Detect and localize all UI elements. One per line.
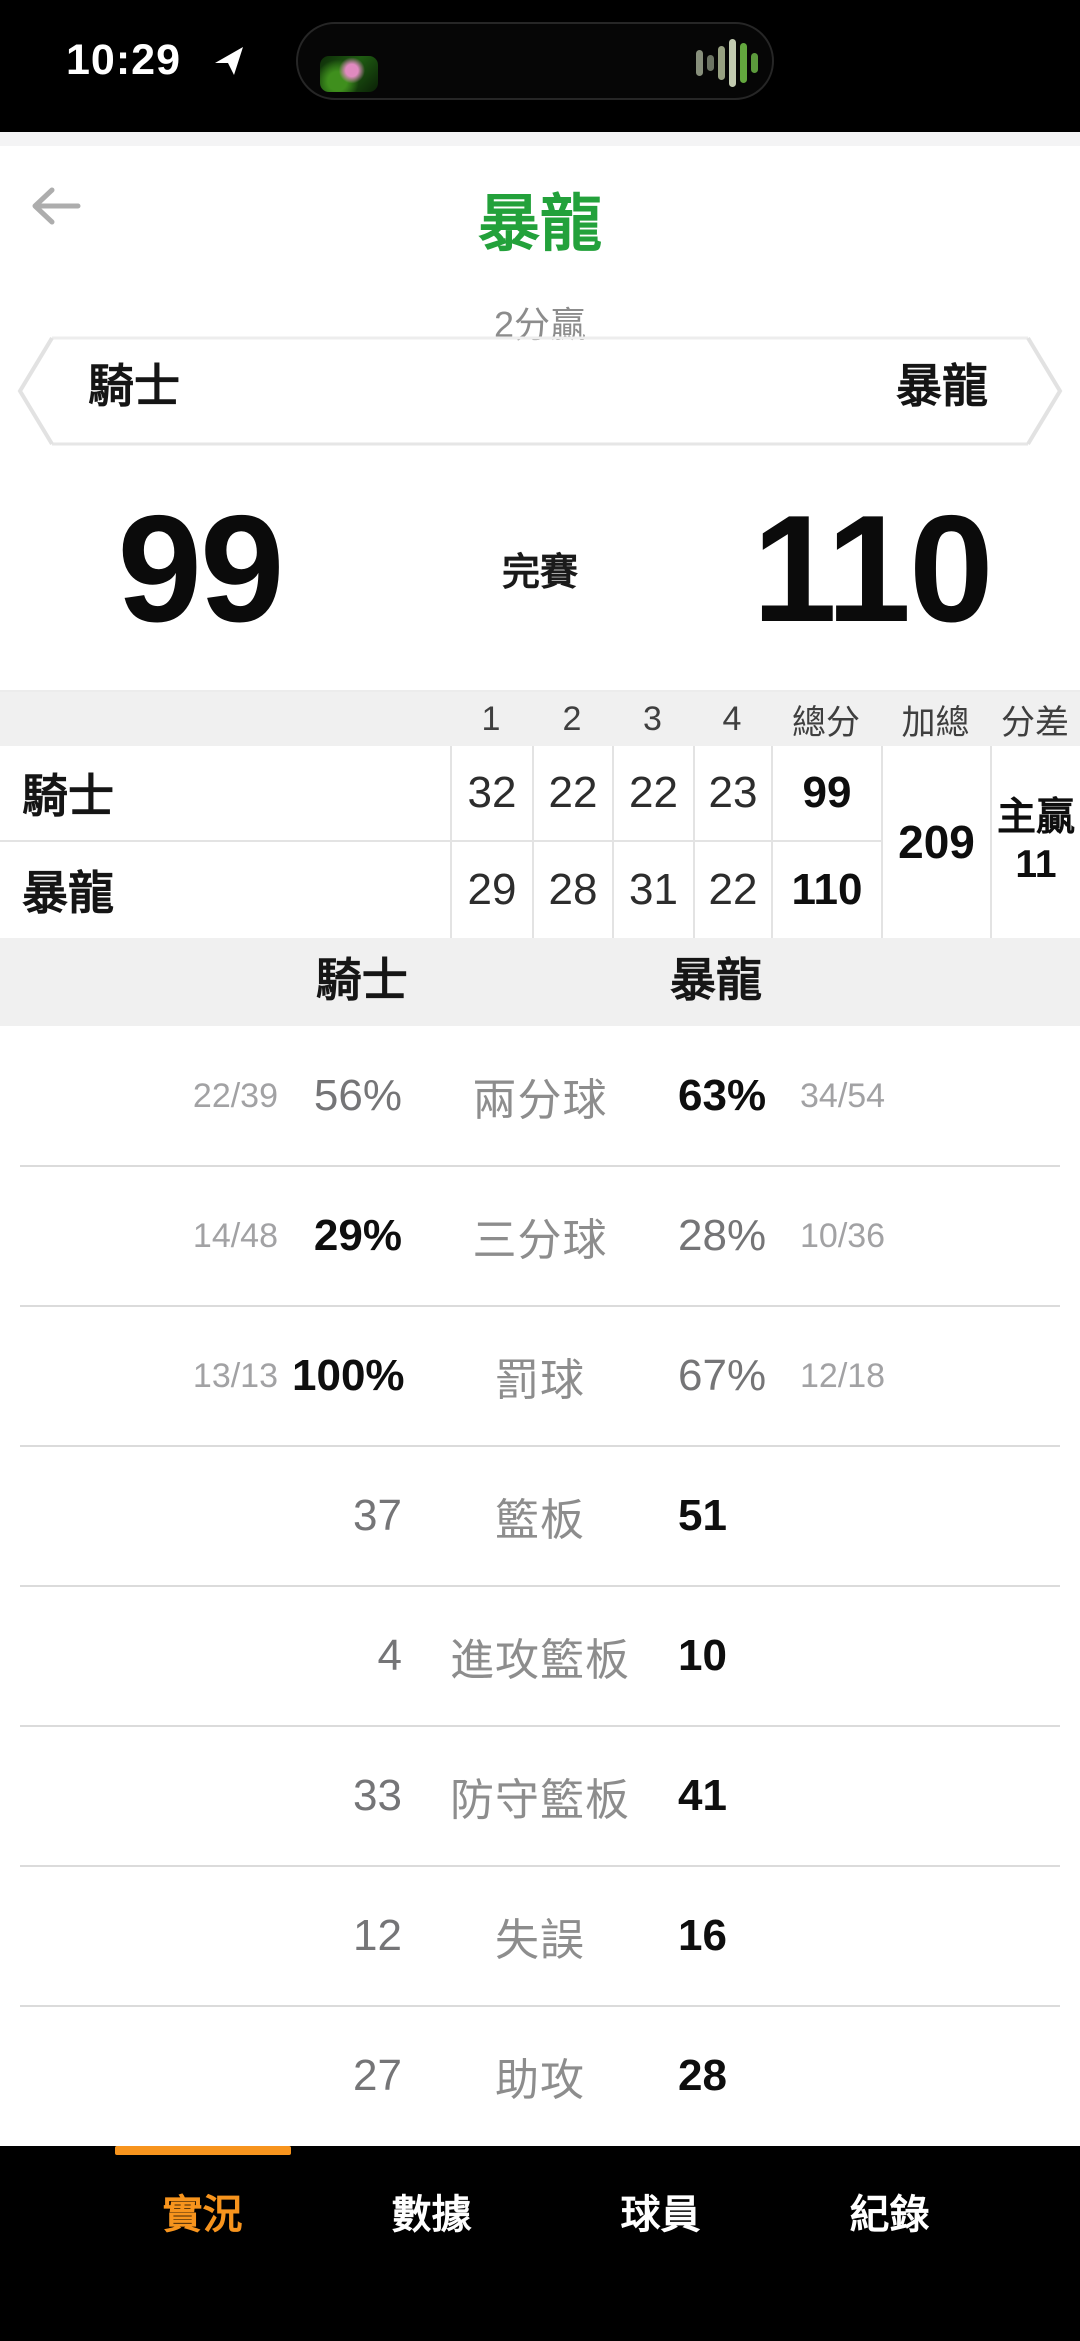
stat-row-turnovers: 12 失誤 16 bbox=[0, 1865, 1080, 2006]
prev-chevron-icon bbox=[17, 336, 54, 446]
dynamic-island[interactable] bbox=[296, 22, 774, 100]
combined-total: 209 bbox=[881, 746, 990, 938]
away-value: 37 bbox=[353, 1491, 402, 1540]
home-value: 67% bbox=[678, 1351, 767, 1400]
home-attempts: 34/54 bbox=[800, 1076, 886, 1115]
home-score: 110 bbox=[752, 483, 993, 654]
away-value: 12 bbox=[353, 1911, 402, 1960]
home-attempts: 10/36 bbox=[800, 1216, 886, 1255]
header-q4: 4 bbox=[693, 690, 771, 746]
now-playing-art bbox=[320, 56, 378, 92]
game-status: 完賽 bbox=[501, 552, 578, 594]
stat-row-free-throws: 13/13 100% 罰球 67% 12/18 bbox=[0, 1305, 1080, 1446]
page-title: 暴龍 bbox=[477, 190, 602, 259]
header-cell-empty bbox=[0, 690, 450, 746]
home-value: 28 bbox=[678, 2051, 727, 2100]
table-team-home: 暴龍 bbox=[0, 842, 450, 938]
stat-label: 進攻籃板 bbox=[450, 1636, 630, 1685]
final-score: 99 完賽 110 bbox=[0, 447, 1080, 690]
header-q2: 2 bbox=[532, 690, 612, 746]
away-q2: 22 bbox=[532, 746, 612, 842]
stat-row-rebounds: 37 籃板 51 bbox=[0, 1445, 1080, 1586]
home-value: 41 bbox=[678, 1771, 727, 1820]
home-total: 110 bbox=[771, 842, 881, 938]
stat-label: 罰球 bbox=[495, 1356, 585, 1405]
stats-left-team: 騎士 bbox=[315, 954, 408, 1006]
tab-records[interactable]: 紀錄 bbox=[849, 2193, 930, 2237]
stat-label: 失誤 bbox=[495, 1916, 585, 1965]
tab-players[interactable]: 球員 bbox=[620, 2193, 701, 2237]
stat-label: 助攻 bbox=[495, 2056, 585, 2105]
back-button[interactable] bbox=[30, 184, 82, 228]
clock: 10:29 bbox=[66, 36, 181, 84]
away-attempts: 22/39 bbox=[192, 1076, 278, 1115]
home-attempts: 12/18 bbox=[800, 1356, 886, 1395]
away-value: 4 bbox=[377, 1631, 402, 1680]
table-team-away: 騎士 bbox=[0, 746, 450, 842]
away-value: 56% bbox=[313, 1071, 402, 1120]
point-diff-value: 11 bbox=[1015, 843, 1057, 886]
stat-label: 兩分球 bbox=[472, 1076, 608, 1125]
away-total: 99 bbox=[771, 746, 881, 842]
next-chevron-icon bbox=[1026, 336, 1063, 446]
team-stats-list: 22/39 56% 兩分球 63% 34/54 14/48 29% 三分球 28… bbox=[0, 1026, 1080, 2146]
header-q3: 3 bbox=[612, 690, 693, 746]
away-attempts: 14/48 bbox=[192, 1216, 278, 1255]
away-value: 100% bbox=[292, 1351, 405, 1400]
stat-label: 防守籃板 bbox=[450, 1776, 630, 1825]
home-value: 16 bbox=[678, 1911, 727, 1960]
point-diff: 主贏 11 bbox=[990, 746, 1080, 938]
away-score: 99 bbox=[117, 483, 284, 654]
header-divider bbox=[0, 132, 1080, 146]
bottom-tab-bar: 實況 數據 球員 紀錄 bbox=[0, 2146, 1080, 2341]
header-diff: 分差 bbox=[990, 690, 1080, 746]
quarter-score-table: 1 2 3 4 總分 加總 分差 騎士 32 22 22 23 99 209 主… bbox=[0, 690, 1080, 938]
game-navigator[interactable]: 騎士 暴龍 bbox=[0, 335, 1080, 447]
away-value: 33 bbox=[353, 1771, 402, 1820]
away-team-name: 騎士 bbox=[88, 360, 180, 412]
home-value: 10 bbox=[678, 1631, 727, 1680]
home-value: 63% bbox=[678, 1071, 767, 1120]
away-q4: 23 bbox=[693, 746, 771, 842]
home-q3: 31 bbox=[612, 842, 693, 938]
home-value: 28% bbox=[678, 1211, 767, 1260]
audio-waveform-icon bbox=[696, 39, 758, 87]
point-diff-label: 主贏 bbox=[996, 796, 1075, 840]
away-value: 29% bbox=[313, 1211, 402, 1260]
tab-live[interactable]: 實況 bbox=[88, 2146, 317, 2341]
away-q1: 32 bbox=[450, 746, 532, 842]
stat-row-assists: 27 助攻 28 bbox=[0, 2005, 1080, 2146]
stat-label: 三分球 bbox=[472, 1216, 608, 1265]
status-bar: 10:29 5G 100 bbox=[0, 0, 1080, 132]
home-team-name: 暴龍 bbox=[896, 360, 988, 412]
home-value: 51 bbox=[678, 1491, 727, 1540]
stat-row-defensive-rebounds: 33 防守籃板 41 bbox=[0, 1725, 1080, 1866]
header-combined: 加總 bbox=[881, 690, 990, 746]
location-icon bbox=[212, 44, 246, 83]
home-q2: 28 bbox=[532, 842, 612, 938]
away-value: 27 bbox=[353, 2051, 402, 2100]
header-total: 總分 bbox=[771, 690, 881, 746]
tab-stats[interactable]: 數據 bbox=[391, 2193, 472, 2237]
away-attempts: 13/13 bbox=[192, 1356, 278, 1395]
away-q3: 22 bbox=[612, 746, 693, 842]
stat-row-offensive-rebounds: 4 進攻籃板 10 bbox=[0, 1585, 1080, 1726]
stats-comparison-header: 騎士 暴龍 bbox=[0, 938, 1080, 1026]
header-q1: 1 bbox=[450, 690, 532, 746]
stats-right-team: 暴龍 bbox=[670, 954, 763, 1006]
home-q1: 29 bbox=[450, 842, 532, 938]
home-q4: 22 bbox=[693, 842, 771, 938]
stat-row-three-pointers: 14/48 29% 三分球 28% 10/36 bbox=[0, 1165, 1080, 1306]
app-header: 暴龍 2分贏 bbox=[0, 132, 1080, 345]
banner-frame bbox=[17, 336, 1063, 446]
stat-row-two-pointers: 22/39 56% 兩分球 63% 34/54 bbox=[0, 1026, 1080, 1166]
stat-label: 籃板 bbox=[495, 1496, 585, 1545]
